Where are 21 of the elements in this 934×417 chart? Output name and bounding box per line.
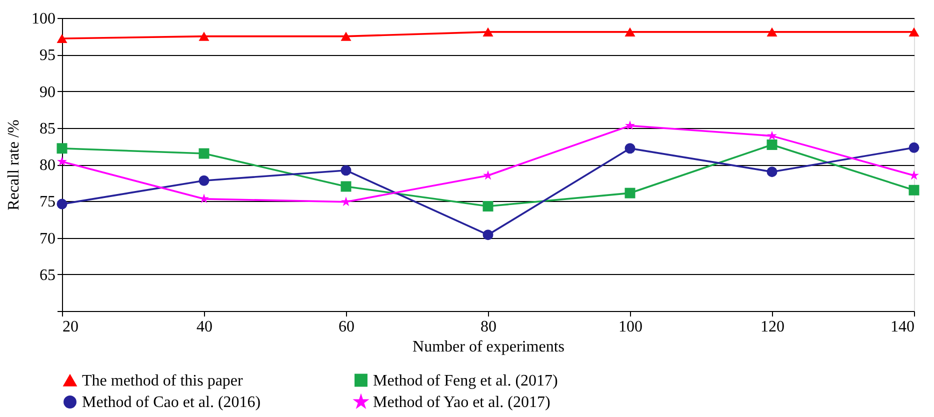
legend-label: Method of Cao et al. (2016) bbox=[82, 394, 261, 411]
y-tick-label: 100 bbox=[32, 10, 56, 28]
x-tick-label: 60 bbox=[338, 318, 354, 336]
x-axis-title: Number of experiments bbox=[412, 338, 564, 356]
legend-label: The method of this paper bbox=[82, 372, 244, 390]
x-tick-label: 40 bbox=[196, 318, 212, 336]
x-tick-label: 80 bbox=[480, 318, 496, 336]
x-tick-label: 140 bbox=[890, 318, 914, 336]
y-tick-label: 75 bbox=[40, 194, 56, 211]
legend-label: Method of Yao et al. (2017) bbox=[373, 394, 550, 411]
x-tick-label: 120 bbox=[760, 318, 784, 336]
y-tick-label: 85 bbox=[40, 120, 56, 138]
y-tick-label: 80 bbox=[40, 157, 56, 174]
x-tick-label: 20 bbox=[62, 318, 78, 336]
y-tick-label: 70 bbox=[40, 230, 56, 248]
legend-label: Method of Feng et al. (2017) bbox=[373, 372, 558, 390]
x-tick-label: 100 bbox=[618, 318, 642, 336]
y-tick-label: 65 bbox=[40, 266, 56, 284]
y-tick-label: 95 bbox=[40, 47, 56, 64]
y-tick-label: 90 bbox=[40, 84, 56, 101]
y-axis-title: Recall rate /% bbox=[6, 120, 22, 210]
